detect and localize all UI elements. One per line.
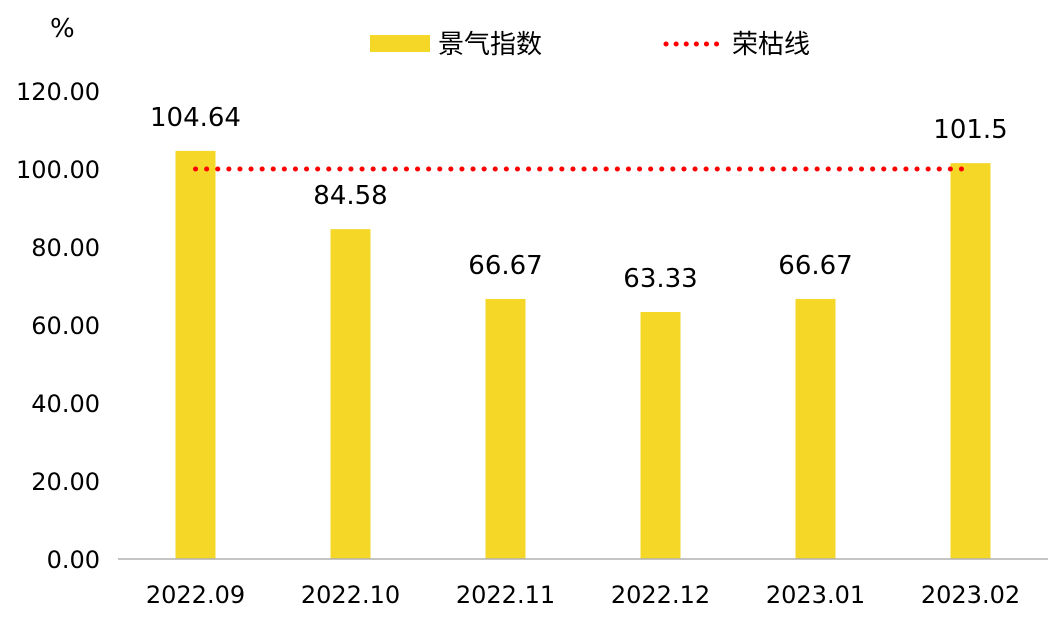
bar-value-label: 101.5 [933, 115, 1007, 145]
bar [175, 150, 216, 560]
x-tick-label: 2022.10 [301, 581, 400, 609]
legend-label-荣枯线: 荣枯线 [732, 30, 810, 60]
bar [485, 298, 526, 559]
x-tick-label: 2022.09 [146, 581, 245, 609]
y-tick-label: 20.00 [31, 468, 100, 496]
y-tick-label: 100.00 [16, 156, 100, 184]
bar-value-label: 63.33 [623, 264, 697, 294]
y-tick-label: 80.00 [31, 234, 100, 262]
legend-swatch-景气指数 [370, 35, 430, 52]
bar [640, 312, 681, 559]
bar [950, 163, 991, 559]
y-tick-label: 60.00 [31, 312, 100, 340]
y-tick-label: 0.00 [47, 546, 100, 574]
legend-label-景气指数: 景气指数 [438, 30, 542, 60]
y-tick-label: 40.00 [31, 390, 100, 418]
x-tick-label: 2022.11 [456, 581, 555, 609]
bar-value-label: 66.67 [778, 251, 852, 281]
value-labels: 104.64 84.58 66.67 63.33 66.67 101.5 [150, 103, 1008, 294]
x-tick-label: 2023.02 [921, 581, 1020, 609]
bar [795, 298, 836, 559]
bar [330, 229, 371, 559]
legend: 景气指数 荣枯线 [370, 30, 810, 60]
bar-value-label: 104.64 [150, 103, 241, 133]
x-tick-label: 2023.01 [766, 581, 865, 609]
x-axis-ticks: 2022.09 2022.10 2022.11 2022.12 2023.01 2023.… [146, 581, 1020, 609]
y-tick-label: 120.00 [16, 78, 100, 106]
bars [175, 150, 991, 560]
bar-value-label: 66.67 [468, 251, 542, 281]
bar-value-label: 84.58 [313, 181, 387, 211]
x-tick-label: 2022.12 [611, 581, 710, 609]
y-axis-ticks: 0.00 20.00 40.00 60.00 80.00 100.00 120.00 [16, 78, 100, 574]
y-axis-unit: % [50, 14, 75, 44]
